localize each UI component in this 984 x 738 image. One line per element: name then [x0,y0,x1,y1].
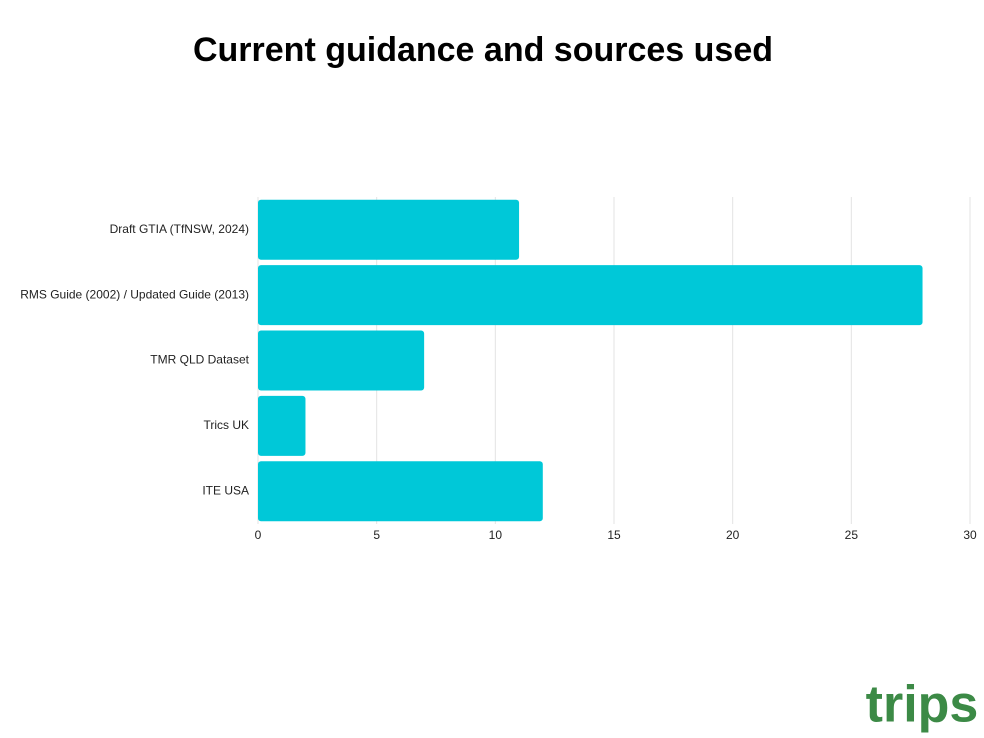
y-tick-label: TMR QLD Dataset [150,353,249,367]
y-tick-label: RMS Guide (2002) / Updated Guide (2013) [20,287,249,301]
bar [258,330,425,391]
x-tick-label: 5 [373,528,380,542]
y-tick-label: Draft GTIA (TfNSW, 2024) [110,222,249,236]
x-tick-label: 10 [489,528,503,542]
logo: trips [866,676,979,734]
x-tick-label: 20 [726,528,740,542]
y-tick-label: ITE USA [202,483,249,497]
bar [258,265,923,326]
bar [258,199,520,260]
x-tick-label: 15 [607,528,621,542]
bar [258,461,543,522]
x-tick-label: 0 [255,528,262,542]
y-tick-label: Trics UK [203,418,249,432]
x-tick-label: 25 [845,528,859,542]
x-tick-label: 30 [963,528,977,542]
bar [258,395,306,456]
chart-title: Current guidance and sources used [193,31,773,69]
